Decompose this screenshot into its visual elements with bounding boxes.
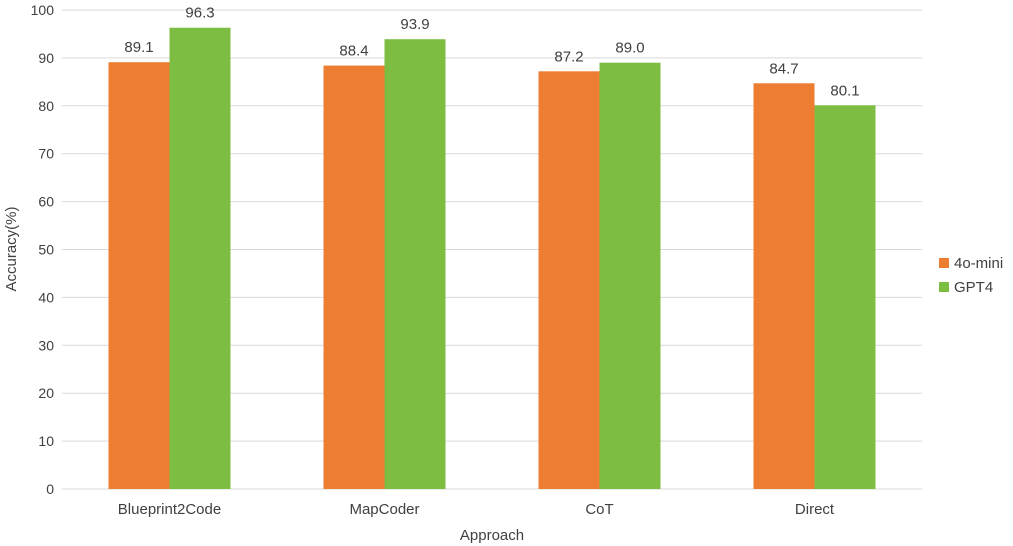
legend-swatch (939, 258, 949, 268)
data-label: 89.1 (124, 39, 153, 56)
y-tick-label: 90 (38, 50, 54, 66)
data-label: 84.7 (769, 60, 798, 77)
y-axis-title: Accuracy(%) (3, 206, 20, 291)
y-tick-label: 60 (38, 194, 54, 210)
y-axis-ticks: 0 10 20 30 40 50 60 70 80 90 100 (31, 2, 55, 497)
legend-label: 4o-mini (954, 255, 1003, 272)
y-tick-label: 50 (38, 242, 54, 258)
bar-gpt4-cot (599, 62, 661, 489)
data-label: 96.3 (185, 5, 214, 22)
x-tick-label: Blueprint2Code (118, 501, 221, 518)
x-tick-label: Direct (795, 501, 835, 518)
x-tick-label: CoT (585, 501, 613, 518)
x-axis-categories: Blueprint2Code MapCoder CoT Direct (118, 501, 835, 518)
data-label: 93.9 (400, 16, 429, 33)
bar-4o-mini-direct (753, 83, 815, 490)
data-label: 89.0 (615, 40, 644, 57)
y-tick-label: 0 (46, 481, 54, 497)
y-tick-label: 10 (38, 433, 54, 449)
bar-4o-mini-cot (538, 71, 600, 489)
bar-gpt4-direct (814, 105, 876, 490)
data-label: 80.1 (830, 82, 859, 99)
data-label: 87.2 (554, 48, 583, 65)
legend-label: GPT4 (954, 279, 993, 296)
x-axis-title: Approach (460, 527, 524, 544)
data-labels: 89.1 96.3 88.4 93.9 87.2 89.0 84.7 80.1 (124, 5, 859, 100)
bar-gpt4-mapcoder (384, 39, 446, 490)
bar-gpt4-blueprint2code (169, 27, 231, 490)
x-tick-label: MapCoder (349, 501, 419, 518)
y-tick-label: 70 (38, 146, 54, 162)
data-label: 88.4 (339, 43, 368, 60)
bar-4o-mini-mapcoder (323, 65, 385, 490)
bars (108, 27, 876, 490)
y-tick-label: 80 (38, 98, 54, 114)
y-tick-label: 20 (38, 385, 54, 401)
legend: 4o-mini GPT4 (939, 255, 1003, 296)
y-tick-label: 30 (38, 337, 54, 353)
bar-4o-mini-blueprint2code (108, 62, 170, 489)
y-tick-label: 100 (31, 2, 55, 18)
y-tick-label: 40 (38, 289, 54, 305)
legend-swatch (939, 282, 949, 292)
